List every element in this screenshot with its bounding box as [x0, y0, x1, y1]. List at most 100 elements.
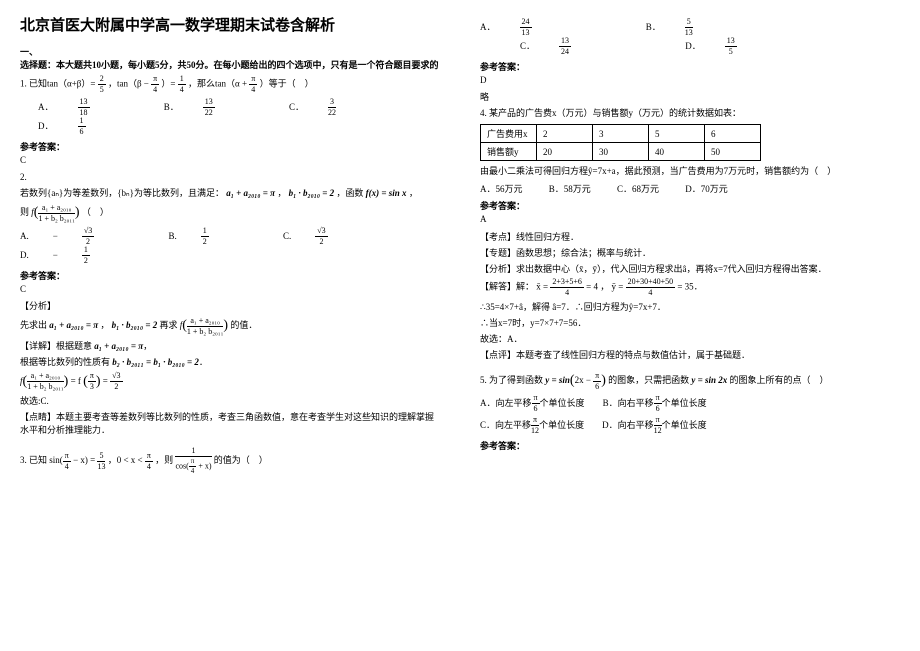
q4-optA: A．56万元 [480, 182, 523, 195]
t: ， [409, 188, 418, 198]
d: 2 [315, 237, 327, 246]
q3-ans: D [480, 75, 900, 85]
n: 1 [78, 117, 86, 127]
t: 的值为（ ） [214, 455, 268, 465]
d: 2 [201, 237, 209, 246]
l: A. [20, 231, 29, 241]
t: ）等于（ ） [260, 79, 314, 89]
n: π [531, 416, 539, 426]
q2-ans: C [20, 284, 440, 294]
t: ， [100, 321, 109, 331]
t: ，函数 [336, 188, 363, 198]
section-desc: 选择题：本大题共10小题，每小题5分，共50分。在每小题给出的四个选项中，只有是… [20, 60, 439, 70]
n: π [145, 452, 153, 462]
n: π [151, 75, 159, 85]
l: D． [685, 39, 701, 52]
q1-text-a: 1. 已知tan（α+β）= [20, 79, 95, 89]
l: B. [168, 231, 176, 241]
q2-geom: 根据等比数列的性质有 b₂ · b₂₀₁₁ = b₁ · b₂₀₁₀ = 2． [20, 356, 440, 369]
q4-optD: D．70万元 [685, 182, 728, 195]
section-label: 一、 选择题：本大题共10小题，每小题5分，共50分。在每小题给出的四个选项中，… [20, 45, 440, 71]
p: − [53, 231, 58, 241]
t: ，那么tan（α + [188, 79, 247, 89]
n: √3 [82, 227, 94, 237]
q1-options: A．1318 B．1322 C．322 D．16 [38, 98, 440, 136]
q4-h4: 【解答】解： x̄ = 2+3+5+64 = 4 ， ȳ = 20+30+40+… [480, 278, 900, 297]
q5-row2: C．向左平移π12个单位长度 D．向右平移π12个单位长度 [480, 416, 900, 435]
n: 5 [97, 452, 105, 462]
right-column: A．2413 B．513 C．1324 D．135 参考答案： D 略 4. 某… [460, 0, 920, 651]
l: C. [283, 231, 291, 241]
cell: 40 [649, 143, 705, 161]
q2-num: 2. [20, 171, 440, 184]
d: 5 [98, 85, 106, 94]
n: 3 [328, 98, 336, 108]
n: 13 [203, 98, 215, 108]
l: C．向左平移 [480, 420, 531, 430]
cell: 销售额y [481, 143, 537, 161]
n: 1 [201, 227, 209, 237]
l: D． [38, 119, 54, 132]
q1-ans-label: 参考答案： [20, 140, 440, 153]
l: D．向右平移 [602, 420, 654, 430]
d: 1 + b₂ b₂₀₁₁ [187, 327, 223, 336]
q3-ans-label: 参考答案： [480, 60, 900, 73]
t: 若数列{aₙ}为等差数列，{bₙ}为等比数列，且满足： [20, 188, 224, 198]
d: 22 [328, 108, 336, 117]
q2-ana1: 先求出 a₁ + a₂₀₁₀ = π ， b₁ · b₂₀₁₀ = 2 再求 f… [20, 316, 440, 336]
q5-row1: A．向左平移π6个单位长度 B．向右平移π6个单位长度 [480, 394, 900, 413]
t: ，tan（β − [108, 79, 149, 89]
t: = f [71, 376, 81, 386]
t: 个单位长度 [539, 420, 584, 430]
t: 的图象，只需把函数 [608, 375, 691, 385]
d: 2 [110, 382, 122, 391]
d: 6 [78, 127, 86, 136]
q4-h2: 【专题】函数思想；综合法；概率与统计． [480, 246, 900, 259]
fx: f(x) = sin x [366, 188, 407, 198]
d: 1 + b₂ b₂₀₁₁ [38, 214, 74, 223]
l: B． [164, 100, 179, 113]
t: − x) = [73, 455, 97, 465]
q2-optA: A.−√32 [20, 227, 142, 246]
d: 2 [82, 256, 90, 265]
q4-post: 由最小二乘法可得回归方程ŷ=7x+a，据此预测，当广告费用为7万元时，销售额约为… [480, 165, 900, 178]
t: = 35． [675, 282, 703, 292]
l: B． [646, 20, 661, 33]
d: 13 [685, 28, 693, 37]
n: 13 [725, 37, 737, 47]
section-num: 一、 [20, 47, 38, 57]
q3-optA: A．2413 [480, 18, 580, 37]
t: = 4 [584, 282, 598, 292]
q4-optC: C．68万元 [617, 182, 659, 195]
n: 13 [559, 37, 571, 47]
t: ， [277, 188, 286, 198]
eq: a₁ + a₂₀₁₀ = π [94, 341, 143, 351]
y2: y = sin 2x [691, 375, 727, 385]
q5-optC: C．向左平移π12个单位长度 [480, 420, 584, 430]
cell: 6 [705, 125, 761, 143]
q2-optB: B. 12 [168, 227, 256, 246]
d: 3 [88, 382, 96, 391]
left-column: 北京首医大附属中学高一数学理期末试卷含解析 一、 选择题：本大题共10小题，每小… [0, 0, 460, 651]
q3-options: A．2413 B．513 C．1324 D．135 [480, 18, 900, 56]
q5-stem: 5. 为了得到函数 y = sin(2x − π6) 的图象，只需把函数 y =… [480, 371, 900, 391]
t: 2x − [575, 375, 594, 385]
t: 个单位长度 [662, 420, 707, 430]
d: 5 [725, 47, 737, 56]
q2-ans-label: 参考答案： [20, 269, 440, 282]
q3-stem: 3. 已知 sin(π4 − x) = 513 ，0 < x < π4 ，则 1… [20, 447, 440, 475]
q1-frac4: π4 [249, 75, 257, 94]
table-row: 广告费用x 2 3 5 6 [481, 125, 761, 143]
d: 24 [559, 47, 571, 56]
q3-optB: B．513 [646, 18, 741, 37]
q2-optC: C.√32 [283, 227, 376, 246]
q5-ans-label: 参考答案： [480, 439, 900, 452]
q4-h5: ∴35=4×7+â，解得 â=7．∴回归方程为ŷ=7x+7． [480, 300, 900, 313]
q2-expr: 则 f(a₁ + a₂₀₁₀1 + b₂ b₂₀₁₁) （ ） [20, 203, 440, 223]
t: （ ） [82, 207, 109, 217]
q1-frac2: π4 [151, 75, 159, 94]
d: 4 [63, 462, 71, 471]
n: 2 [98, 75, 106, 85]
l: A． [480, 20, 496, 33]
d: 12 [531, 426, 539, 435]
